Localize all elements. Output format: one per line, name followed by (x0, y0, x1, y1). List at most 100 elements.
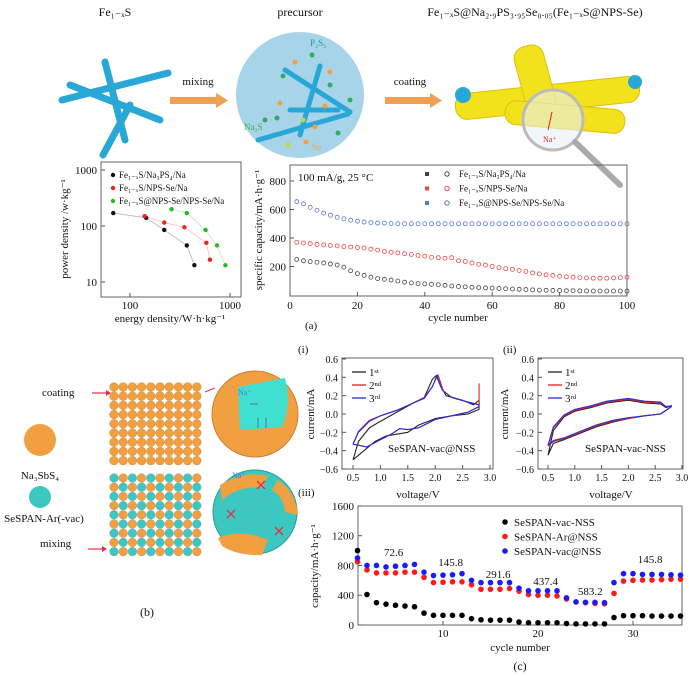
rate-capability-chart: (iii) cycle number capacity/mA·h·g⁻¹ (c)… (298, 487, 684, 673)
data-point (301, 240, 306, 246)
particle (164, 428, 174, 438)
data-point (649, 613, 655, 619)
data-point (563, 595, 570, 601)
y-tick-label: 800 (338, 560, 355, 572)
data-point (381, 276, 387, 282)
particle (146, 446, 156, 457)
data-point (489, 264, 495, 269)
data-point (381, 220, 387, 226)
data-point (294, 199, 300, 205)
na-plus-label: Na⁺ (232, 471, 246, 480)
data-point (169, 206, 174, 212)
legend-marker-hollow (444, 185, 450, 192)
data-point (341, 244, 347, 249)
particle (146, 491, 156, 501)
data-point (456, 258, 461, 264)
particle (173, 382, 184, 392)
x-axis-label: voltage/V (589, 489, 632, 501)
particle (146, 410, 156, 420)
data-point (597, 221, 603, 227)
legend-label: Fe₁₋ₓS@NPS-Se/NPS-Se/Na (459, 198, 564, 208)
x-tick-label: 1.0 (569, 473, 582, 484)
data-point (307, 241, 313, 247)
coating-particle-array (109, 382, 202, 466)
y-tick-label: −0.2 (320, 428, 338, 439)
legend-marker (502, 548, 508, 554)
particle (183, 437, 193, 447)
y-tick-label: 0 (349, 620, 355, 632)
particle (109, 437, 119, 447)
p2s5-label: P₂S₅ (310, 38, 326, 48)
data-point (536, 287, 542, 293)
na-plus-label: Na⁺ (543, 135, 557, 144)
cv-chart-vac-at-nss: (i) SeSPAN-vac@NSS voltage/V current/mA … (298, 344, 496, 501)
coating-label: coating (42, 387, 75, 399)
particle (109, 510, 119, 520)
particle (183, 519, 193, 529)
sample-caption: SeSPAN-vac-NSS (585, 443, 666, 455)
particle (155, 537, 165, 547)
data-point (402, 603, 408, 609)
data-point (668, 576, 674, 583)
data-point (497, 586, 503, 593)
data-point (328, 243, 333, 248)
particle (183, 537, 193, 547)
particle (109, 419, 119, 429)
particle (164, 482, 174, 492)
particle (173, 547, 183, 557)
legend-marker (502, 519, 508, 525)
particle (137, 428, 147, 438)
current-density-annotation: 72.6 (384, 547, 404, 559)
data-point (383, 601, 389, 607)
y-tick-label: 0.2 (522, 392, 535, 403)
data-point (611, 579, 617, 586)
particle (192, 419, 202, 429)
particle (192, 537, 202, 547)
power-density-chart: energy density/W·h·kg⁻¹ power density /w… (59, 161, 242, 325)
data-point (536, 221, 542, 227)
data-point (530, 221, 536, 227)
particle (127, 419, 137, 429)
particle (118, 456, 128, 466)
data-point (590, 221, 596, 227)
data-point (435, 282, 441, 288)
cv-chart-vac-nss: (ii) SeSPAN-vac-NSS voltage/V current/mA… (499, 344, 688, 501)
particle (155, 510, 165, 520)
cycling-capacity-chart: 100 mA/g, 25 °C cycle number specific ca… (253, 164, 636, 332)
particle (109, 501, 119, 511)
x-tick-label: 2.0 (429, 473, 442, 484)
data-point (597, 288, 603, 294)
particle (137, 537, 147, 547)
particle (127, 400, 137, 411)
particle (118, 528, 128, 538)
x-tick-label: 3.0 (484, 473, 497, 484)
particle (155, 428, 165, 438)
panel-label-iii: (iii) (298, 487, 315, 499)
data-point (361, 219, 367, 225)
data-point (422, 281, 428, 287)
data-point (142, 213, 147, 219)
particle (127, 501, 137, 511)
data-point (516, 585, 522, 591)
particle (118, 501, 128, 511)
data-point (468, 615, 475, 622)
particle (192, 391, 202, 401)
data-point (503, 266, 509, 272)
data-point (301, 258, 306, 264)
data-point (617, 221, 623, 227)
particle (118, 519, 128, 529)
data-point (563, 620, 570, 627)
data-point (321, 242, 327, 248)
y-tick-label: 400 (338, 590, 355, 602)
data-point (577, 275, 583, 281)
x-tick-label: 100 (619, 300, 636, 312)
schematic-a: Fe₁₋ₓS precursor Fe₁₋ₓS@Na₂.₉PS₃.₉₅Se₀.₀… (58, 5, 643, 188)
data-point (383, 570, 389, 576)
legend-marker-filled (425, 172, 429, 176)
particle (109, 410, 119, 420)
data-point (535, 587, 541, 594)
data-point (422, 253, 428, 259)
particle (173, 446, 184, 457)
particle (192, 410, 202, 420)
test-condition: 100 mA/g, 25 °C (298, 172, 373, 184)
